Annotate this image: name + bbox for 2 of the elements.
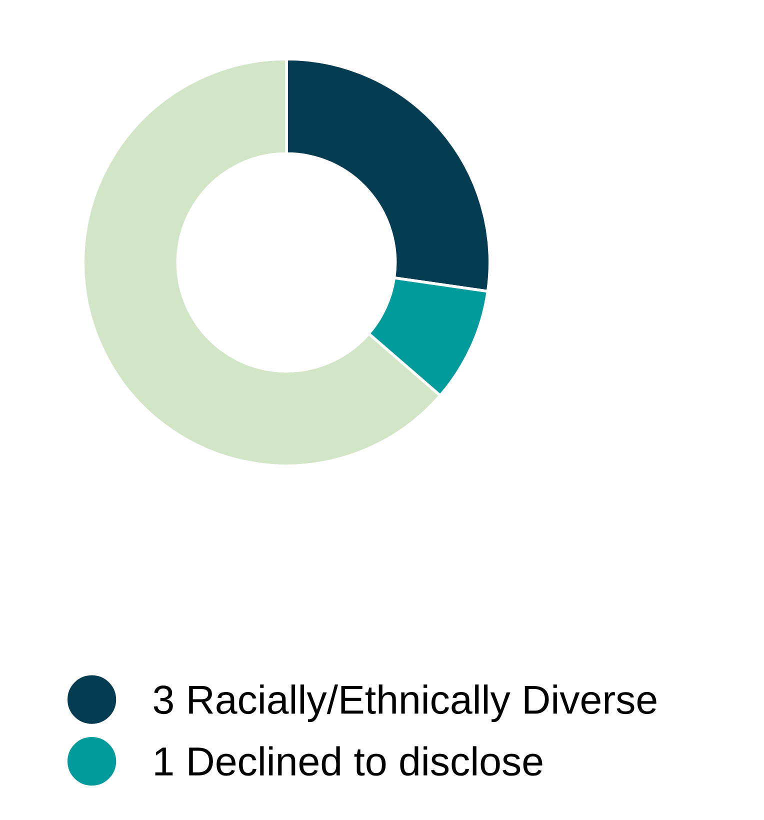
- legend-label: 3 Racially/Ethnically Diverse: [154, 684, 656, 722]
- legend-label: 1 Declined to disclose: [155, 746, 542, 776]
